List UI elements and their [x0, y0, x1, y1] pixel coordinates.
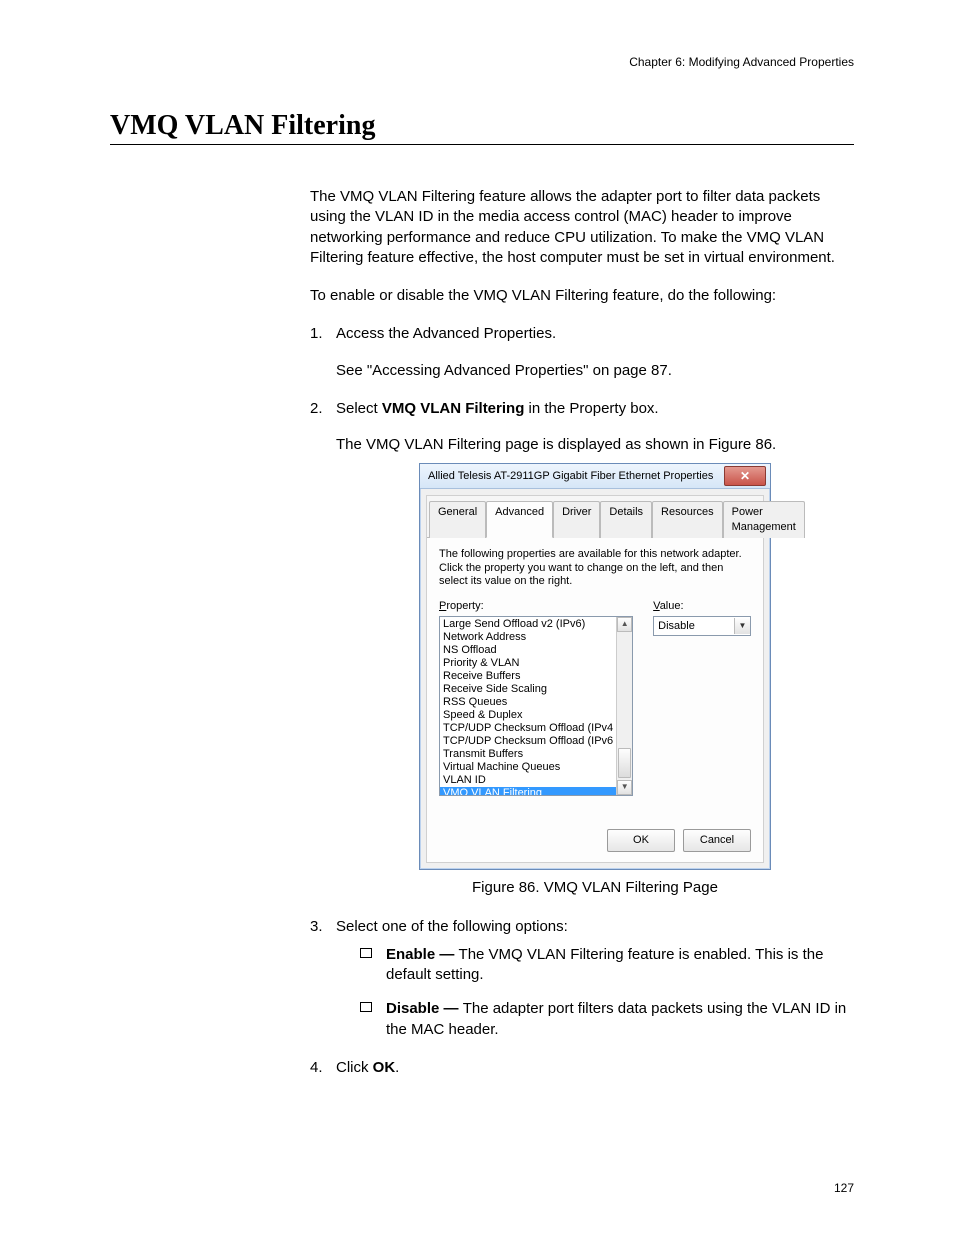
list-item[interactable]: RSS Queues [440, 696, 616, 709]
step-1: 1. Access the Advanced Properties. See "… [310, 324, 854, 381]
list-item[interactable]: Virtual Machine Queues [440, 761, 616, 774]
intro-paragraph-1: The VMQ VLAN Filtering feature allows th… [310, 187, 854, 268]
list-item[interactable]: Priority & VLAN [440, 657, 616, 670]
step-2-bold: VMQ VLAN Filtering [382, 400, 525, 417]
value-dropdown[interactable]: Disable ▼ [653, 616, 751, 636]
scroll-track[interactable] [617, 632, 632, 780]
tab-driver[interactable]: Driver [553, 501, 600, 538]
scroll-thumb[interactable] [618, 748, 631, 778]
chevron-down-icon: ▼ [734, 618, 750, 634]
figure-86: Allied Telesis AT-2911GP Gigabit Fiber E… [336, 463, 854, 898]
step-4-post: . [395, 1059, 399, 1076]
close-button[interactable]: ✕ [724, 466, 766, 486]
bullet-icon [360, 1002, 372, 1012]
scroll-down-button[interactable]: ▼ [617, 780, 632, 795]
close-icon: ✕ [740, 470, 750, 482]
step-1-text: Access the Advanced Properties. [336, 325, 556, 342]
properties-dialog: Allied Telesis AT-2911GP Gigabit Fiber E… [419, 463, 771, 870]
tab-general[interactable]: General [429, 501, 486, 538]
step-4: 4. Click OK. [310, 1058, 854, 1078]
tab-content: The following properties are available f… [427, 538, 763, 806]
step-1-num: 1. [310, 324, 323, 344]
intro-paragraph-2: To enable or disable the VMQ VLAN Filter… [310, 286, 854, 306]
dialog-titlebar: Allied Telesis AT-2911GP Gigabit Fiber E… [420, 464, 770, 489]
figure-caption: Figure 86. VMQ VLAN Filtering Page [336, 878, 854, 898]
tab-strip: General Advanced Driver Details Resource… [427, 496, 763, 538]
dialog-title: Allied Telesis AT-2911GP Gigabit Fiber E… [428, 469, 713, 484]
tab-advanced[interactable]: Advanced [486, 501, 553, 538]
tab-details[interactable]: Details [600, 501, 652, 538]
list-item[interactable]: Transmit Buffers [440, 748, 616, 761]
tab-resources[interactable]: Resources [652, 501, 723, 538]
page-number: 127 [834, 1181, 854, 1195]
option-enable: Enable — The VMQ VLAN Filtering feature … [360, 945, 854, 986]
option-disable-label: Disable — [386, 1000, 463, 1017]
option-enable-label: Enable — [386, 946, 459, 963]
step-4-bold: OK [373, 1059, 396, 1076]
list-item-selected[interactable]: VMQ VLAN Filtering [440, 787, 616, 795]
tab-power[interactable]: Power Management [723, 501, 805, 538]
ok-button[interactable]: OK [607, 829, 675, 852]
list-item[interactable]: NS Offload [440, 644, 616, 657]
step-3-text: Select one of the following options: [336, 918, 568, 935]
cancel-button[interactable]: Cancel [683, 829, 751, 852]
step-3: 3. Select one of the following options: … [310, 917, 854, 1040]
scroll-up-button[interactable]: ▲ [617, 617, 632, 632]
step-1-sub: See "Accessing Advanced Properties" on p… [336, 361, 854, 381]
step-2-sub: The VMQ VLAN Filtering page is displayed… [336, 435, 854, 455]
option-disable: Disable — The adapter port filters data … [360, 999, 854, 1040]
list-item[interactable]: Receive Buffers [440, 670, 616, 683]
bullet-icon [360, 948, 372, 958]
list-item[interactable]: VLAN ID [440, 774, 616, 787]
step-2-pre: Select [336, 400, 382, 417]
property-scrollbar[interactable]: ▲ ▼ [616, 617, 632, 795]
value-selected: Disable [658, 619, 695, 634]
dialog-instruction: The following properties are available f… [439, 548, 751, 589]
step-3-num: 3. [310, 917, 323, 937]
step-2: 2. Select VMQ VLAN Filtering in the Prop… [310, 399, 854, 899]
step-4-num: 4. [310, 1058, 323, 1078]
section-rule [110, 144, 854, 145]
list-item[interactable]: Speed & Duplex [440, 709, 616, 722]
list-item[interactable]: Network Address [440, 631, 616, 644]
dialog-body: General Advanced Driver Details Resource… [426, 495, 764, 863]
list-item[interactable]: Receive Side Scaling [440, 683, 616, 696]
step-2-num: 2. [310, 399, 323, 419]
section-title: VMQ VLAN Filtering [110, 110, 854, 142]
list-item[interactable]: Large Send Offload v2 (IPv6) [440, 618, 616, 631]
chapter-header: Chapter 6: Modifying Advanced Properties [629, 55, 854, 69]
property-label: Property: [439, 599, 633, 614]
property-listbox[interactable]: Large Send Offload v2 (IPv6) Network Add… [439, 616, 633, 796]
step-4-pre: Click [336, 1059, 373, 1076]
value-label: Value: [653, 599, 751, 614]
step-2-post: in the Property box. [524, 400, 658, 417]
list-item[interactable]: TCP/UDP Checksum Offload (IPv4 [440, 722, 616, 735]
list-item[interactable]: TCP/UDP Checksum Offload (IPv6 [440, 735, 616, 748]
